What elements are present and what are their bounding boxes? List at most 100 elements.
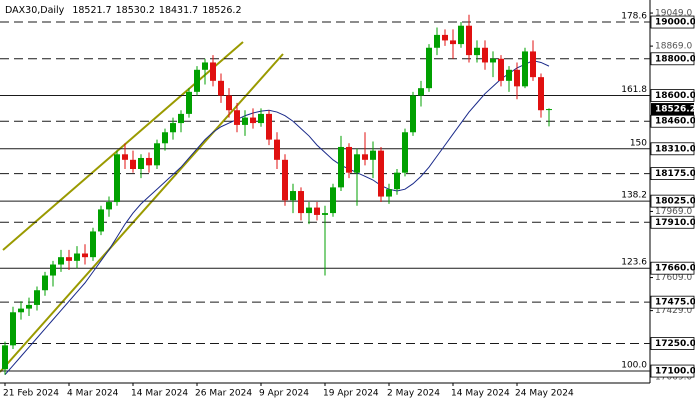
level-label: 17100.0 <box>655 367 695 377</box>
candle-body <box>250 117 256 124</box>
candle-body <box>506 69 512 81</box>
candle-body <box>394 172 400 190</box>
fib-label: 161.8 <box>621 85 647 95</box>
candle-body <box>514 69 520 87</box>
level-label: 17660.0 <box>655 264 695 274</box>
candle-body <box>34 290 40 305</box>
y-tick-label: 17969.0 <box>655 207 692 217</box>
level-label: 18800.0 <box>655 54 695 64</box>
channel-line <box>0 53 284 373</box>
fib-label: 100.0 <box>621 361 647 371</box>
x-tick-label: 4 Mar 2024 <box>67 389 119 399</box>
close-value: 18526.2 <box>202 5 241 16</box>
candle-body <box>466 25 472 56</box>
y-tick-label: 17429.0 <box>655 306 692 316</box>
candle-body <box>178 113 184 124</box>
candle-body <box>322 213 328 215</box>
candle-body <box>162 132 168 144</box>
fib-label: 123.6 <box>621 258 647 268</box>
candle-body <box>170 123 176 133</box>
candle-body <box>10 312 16 346</box>
price-label: 18526.2 <box>655 105 695 115</box>
candle-body <box>210 62 216 81</box>
x-tick-label: 24 May 2024 <box>515 389 574 399</box>
candle-body <box>122 154 128 160</box>
fib-label: 178.6 <box>621 12 647 22</box>
candle-body <box>338 146 344 188</box>
fib-label: 150 <box>630 138 647 148</box>
level-label: 18600.0 <box>655 91 695 101</box>
level-label-box <box>650 337 695 350</box>
candle-body <box>298 191 304 214</box>
candle-body <box>58 257 64 265</box>
candle-body <box>330 187 336 214</box>
fib-label: 138.2 <box>621 191 647 201</box>
candle-body <box>26 304 32 309</box>
candle-body <box>434 34 440 48</box>
candle-body <box>218 80 224 96</box>
candle-body <box>474 47 480 56</box>
moving-average <box>4 60 550 376</box>
candle-body <box>378 150 384 197</box>
candle-body <box>146 157 152 166</box>
level-label: 18175.0 <box>655 169 695 179</box>
candle-body <box>410 95 416 133</box>
candle-body <box>458 25 464 45</box>
chart-title: DAX30,Daily <box>5 5 65 16</box>
candle-body <box>290 191 296 201</box>
level-label: 17475.0 <box>655 298 695 308</box>
candle-body <box>98 209 104 232</box>
candle-body <box>346 146 352 173</box>
level-label: 18460.0 <box>655 117 695 127</box>
x-tick-label: 21 Feb 2024 <box>3 389 59 399</box>
candle-body <box>2 345 8 370</box>
candle-body <box>490 58 496 63</box>
x-tick-label: 14 Mar 2024 <box>131 389 188 399</box>
y-tick-label: 19049.0 <box>655 9 692 19</box>
y-tick-label: 17609.0 <box>655 273 692 283</box>
candle-body <box>362 154 368 160</box>
candle-body <box>50 264 56 276</box>
candle-body <box>202 62 208 70</box>
candle-body <box>114 154 120 203</box>
candle-body <box>42 275 48 291</box>
candle-body <box>194 69 200 92</box>
level-label: 19000.0 <box>655 18 695 28</box>
level-label: 18310.0 <box>655 144 695 154</box>
candle-body <box>274 139 280 160</box>
x-tick-label: 26 Mar 2024 <box>195 389 252 399</box>
y-tick-label: 18869.0 <box>655 42 692 52</box>
level-label-box <box>650 15 695 29</box>
candle-body <box>242 117 248 125</box>
candle-body <box>538 77 544 111</box>
candle-body <box>418 88 424 96</box>
candle-body <box>546 109 552 111</box>
candle-body <box>482 47 488 63</box>
level-label-box <box>650 261 695 275</box>
candle-body <box>106 202 112 210</box>
x-tick-label: 2 May 2024 <box>387 389 440 399</box>
candle-body <box>370 150 376 160</box>
price-label-box <box>651 103 694 116</box>
candle-body <box>354 154 360 173</box>
candle-body <box>130 159 136 169</box>
candle-body <box>498 58 504 81</box>
level-label-box <box>650 52 695 66</box>
candle-body <box>234 110 240 125</box>
channel-line <box>2 41 244 251</box>
level-label: 17910.0 <box>655 218 695 228</box>
level-label-box <box>650 215 695 229</box>
level-label: 17250.0 <box>655 339 695 349</box>
candle-body <box>266 113 272 140</box>
candle-body <box>186 91 192 114</box>
level-label-box <box>650 167 695 180</box>
candle-body <box>138 157 144 169</box>
x-tick-label: 9 Apr 2024 <box>259 389 309 399</box>
candle-body <box>314 207 320 215</box>
candle-body <box>18 308 24 313</box>
level-label: 18025.0 <box>655 197 695 207</box>
candle-body <box>402 132 408 173</box>
level-label-box <box>650 89 695 102</box>
candle-body <box>442 34 448 41</box>
